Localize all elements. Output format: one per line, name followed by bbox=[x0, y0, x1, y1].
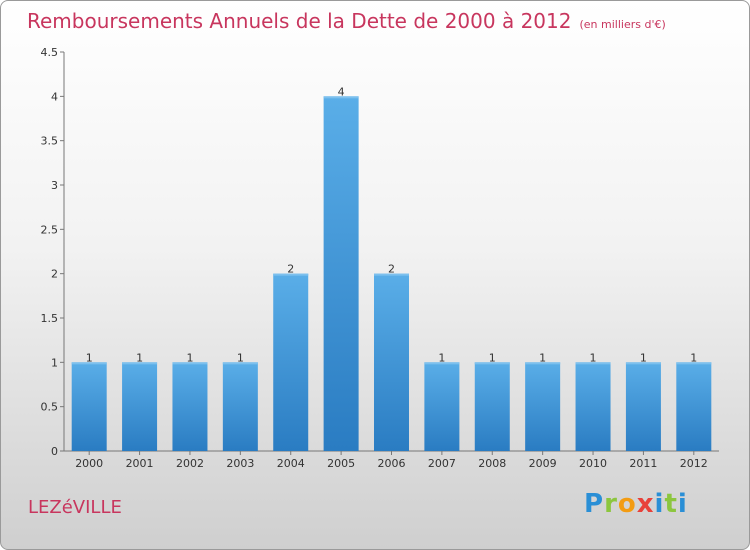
commune-name: LEZéVILLE bbox=[28, 497, 122, 518]
bar-2000 bbox=[71, 362, 107, 451]
bar-2001 bbox=[122, 362, 158, 451]
bar-2010 bbox=[575, 362, 611, 451]
logo-letter: i bbox=[654, 489, 665, 519]
data-label: 1 bbox=[136, 351, 143, 364]
bar-top-edge bbox=[122, 362, 158, 365]
bar-2004 bbox=[273, 273, 309, 451]
logo-letter: o bbox=[617, 489, 637, 519]
data-label: 1 bbox=[539, 351, 546, 364]
bar-top-edge bbox=[424, 362, 460, 365]
data-label: 1 bbox=[690, 351, 697, 364]
logo-letter: r bbox=[604, 489, 618, 519]
x-tick-label: 2006 bbox=[378, 457, 406, 470]
x-tick-label: 2012 bbox=[680, 457, 708, 470]
bars bbox=[71, 96, 712, 451]
data-label: 1 bbox=[489, 351, 496, 364]
y-tick-label: 3 bbox=[51, 179, 58, 192]
bar-top-edge bbox=[222, 362, 258, 365]
data-label: 1 bbox=[186, 351, 193, 364]
data-label: 1 bbox=[438, 351, 445, 364]
x-tick-label: 2005 bbox=[327, 457, 355, 470]
bar-top-edge bbox=[676, 362, 712, 365]
x-tick-label: 2007 bbox=[428, 457, 456, 470]
bar-2011 bbox=[625, 362, 661, 451]
logo-letter: x bbox=[636, 489, 655, 519]
bar-top-edge bbox=[273, 273, 309, 276]
bar-2002 bbox=[172, 362, 208, 451]
data-label: 2 bbox=[388, 263, 395, 276]
chart-title: Remboursements Annuels de la Dette de 20… bbox=[27, 9, 666, 33]
x-tick-label: 2003 bbox=[226, 457, 254, 470]
proxiti-logo: Proxiti bbox=[584, 489, 688, 519]
data-label: 1 bbox=[590, 351, 597, 364]
y-tick-label: 3.5 bbox=[41, 135, 59, 148]
x-tick-label: 2010 bbox=[579, 457, 607, 470]
y-tick-label: 1.5 bbox=[41, 312, 59, 325]
y-tick-label: 4.5 bbox=[41, 46, 59, 59]
y-tick-label: 1 bbox=[51, 356, 58, 369]
data-label: 1 bbox=[86, 351, 93, 364]
x-tick-label: 2001 bbox=[126, 457, 154, 470]
x-tick-label: 2011 bbox=[629, 457, 657, 470]
data-label: 1 bbox=[237, 351, 244, 364]
x-tick-label: 2004 bbox=[277, 457, 305, 470]
logo-letter: i bbox=[677, 489, 688, 519]
data-label: 4 bbox=[338, 85, 345, 98]
bar-2009 bbox=[525, 362, 561, 451]
axes: 0 0.5 1 1.5 2 2.5 3 3.5 4 4.5 2000 2001 2002 2003 2004… bbox=[41, 46, 719, 470]
logo-letter: P bbox=[584, 489, 605, 519]
x-tick-label: 2002 bbox=[176, 457, 204, 470]
bar-top-edge bbox=[474, 362, 510, 365]
bar-2006 bbox=[374, 273, 409, 451]
bar-top-edge bbox=[323, 96, 359, 99]
x-tick-label: 2000 bbox=[75, 457, 103, 470]
data-labels: 1 1 1 1 2 4 2 1 1 1 1 1 1 bbox=[86, 85, 698, 364]
x-tick-label: 2009 bbox=[529, 457, 557, 470]
bar-top-edge bbox=[172, 362, 208, 365]
y-tick-label: 0.5 bbox=[41, 401, 59, 414]
bar-top-edge bbox=[625, 362, 661, 365]
bar-2007 bbox=[424, 362, 460, 451]
data-label: 1 bbox=[640, 351, 647, 364]
bar-2005 bbox=[323, 96, 359, 451]
bar-top-edge bbox=[525, 362, 561, 365]
y-tick-label: 2 bbox=[51, 268, 58, 281]
bar-top-edge bbox=[71, 362, 107, 365]
bar-top-edge bbox=[374, 273, 409, 276]
bar-2012 bbox=[676, 362, 712, 451]
bar-2008 bbox=[474, 362, 510, 451]
y-tick-label: 4 bbox=[51, 90, 58, 103]
data-label: 2 bbox=[287, 263, 294, 276]
x-tick-label: 2008 bbox=[478, 457, 506, 470]
chart-title-text: Remboursements Annuels de la Dette de 20… bbox=[27, 9, 572, 33]
chart-unit: (en milliers d'€) bbox=[579, 18, 666, 31]
y-tick-label: 0 bbox=[51, 445, 58, 458]
logo-letter: t bbox=[664, 489, 678, 519]
bar-top-edge bbox=[575, 362, 611, 365]
y-tick-label: 2.5 bbox=[41, 223, 59, 236]
bar-2003 bbox=[222, 362, 258, 451]
